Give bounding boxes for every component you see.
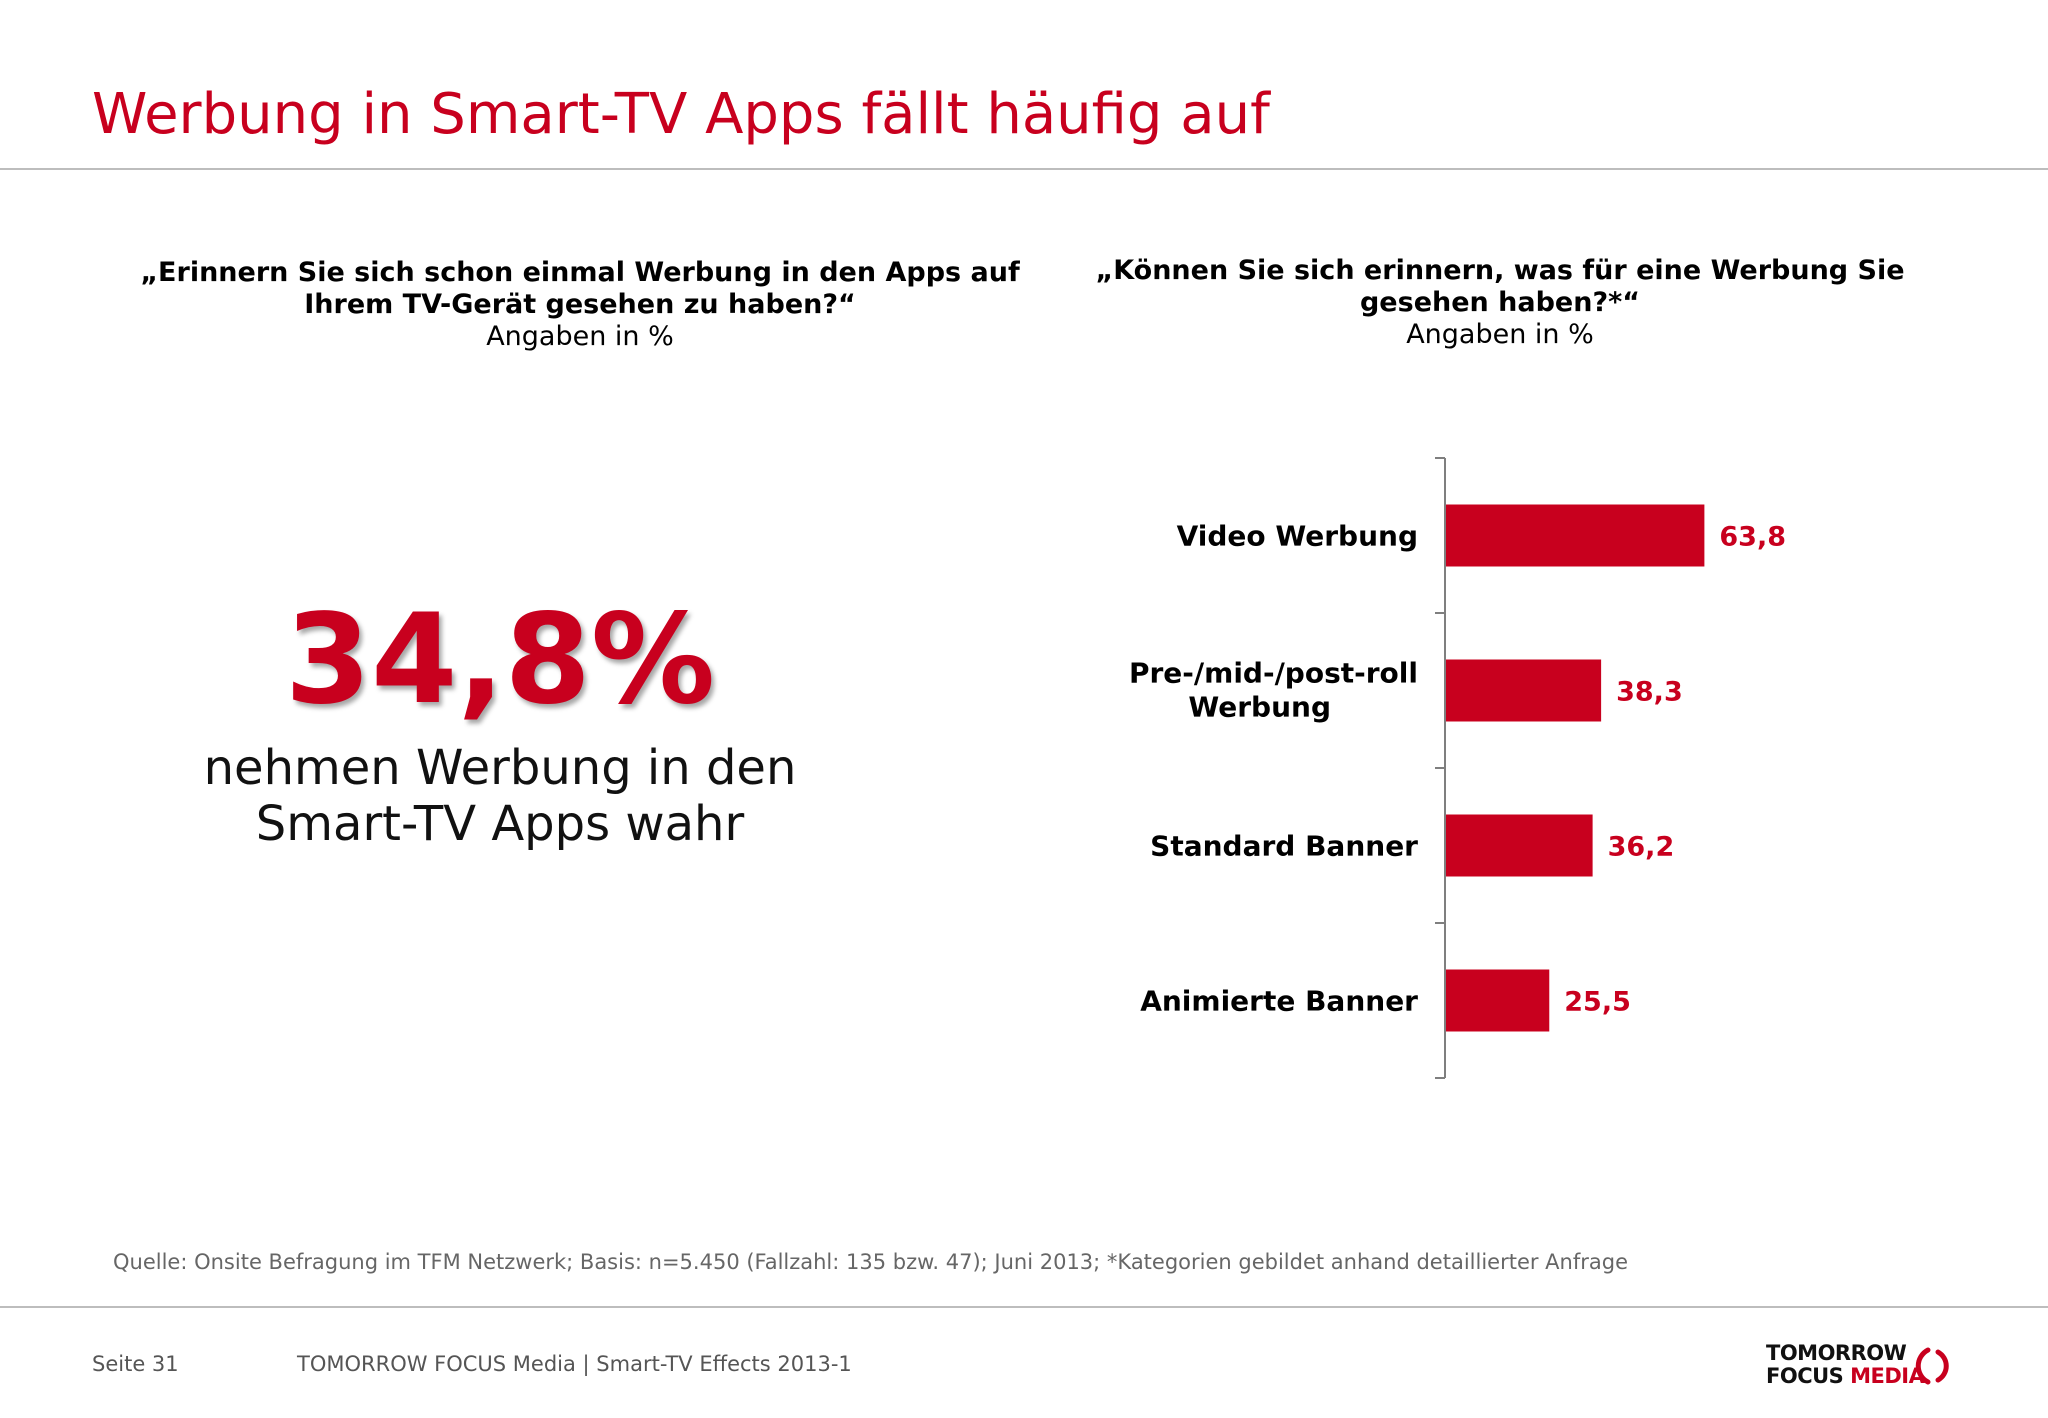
bar — [1446, 969, 1550, 1032]
left-subtitle: Angaben in % — [486, 321, 674, 352]
right-question-block: „Können Sie sich erinnern, was für eine … — [1070, 255, 1930, 351]
bar-value-label: 36,2 — [1608, 832, 1675, 863]
company-logo: TOMORROW FOCUS MEDIA — [1766, 1342, 1966, 1390]
page-number: Seite 31 — [92, 1352, 179, 1376]
bar-chart: 63,8 Video Werbung 38,3 Pre-/mid-/post-roll… — [1129, 457, 1786, 1079]
big-percentage: 34,8% — [284, 588, 716, 732]
category-label: Animierte Banner — [1140, 985, 1418, 1018]
bar — [1446, 504, 1705, 567]
category-label: Standard Banner — [1150, 830, 1418, 863]
footer-text: TOMORROW FOCUS Media | Smart-TV Effects … — [297, 1352, 852, 1376]
bar-value-label: 63,8 — [1719, 522, 1786, 553]
bar — [1446, 814, 1593, 877]
source-note: Quelle: Onsite Befragung im TFM Netzwerk… — [113, 1250, 1628, 1274]
left-question: „Erinnern Sie sich schon einmal Werbung … — [140, 257, 1020, 320]
bar-value-label: 38,3 — [1616, 677, 1683, 708]
bar — [1446, 659, 1602, 722]
logo-line2-focus: FOCUS — [1766, 1364, 1851, 1388]
right-question: „Können Sie sich erinnern, was für eine … — [1095, 255, 1905, 318]
logo-line1: TOMORROW — [1766, 1341, 1907, 1365]
header-divider — [0, 168, 2048, 170]
big-caption: nehmen Werbung in den Smart-TV Apps wahr — [203, 740, 797, 852]
category-label: Pre-/mid-/post-roll Werbung — [1129, 657, 1418, 724]
bar-value-label: 25,5 — [1564, 987, 1631, 1018]
page-title: Werbung in Smart-TV Apps fällt häufig au… — [92, 82, 1270, 147]
category-label: Video Werbung — [1177, 520, 1418, 553]
logo-bracket-icon — [1915, 1347, 1949, 1385]
left-question-block: „Erinnern Sie sich schon einmal Werbung … — [130, 257, 1030, 353]
right-subtitle: Angaben in % — [1406, 319, 1594, 350]
footer-divider — [0, 1306, 2048, 1308]
logo-line2-media: MEDIA — [1850, 1364, 1925, 1388]
logo-line2: FOCUS MEDIA — [1766, 1364, 1925, 1388]
